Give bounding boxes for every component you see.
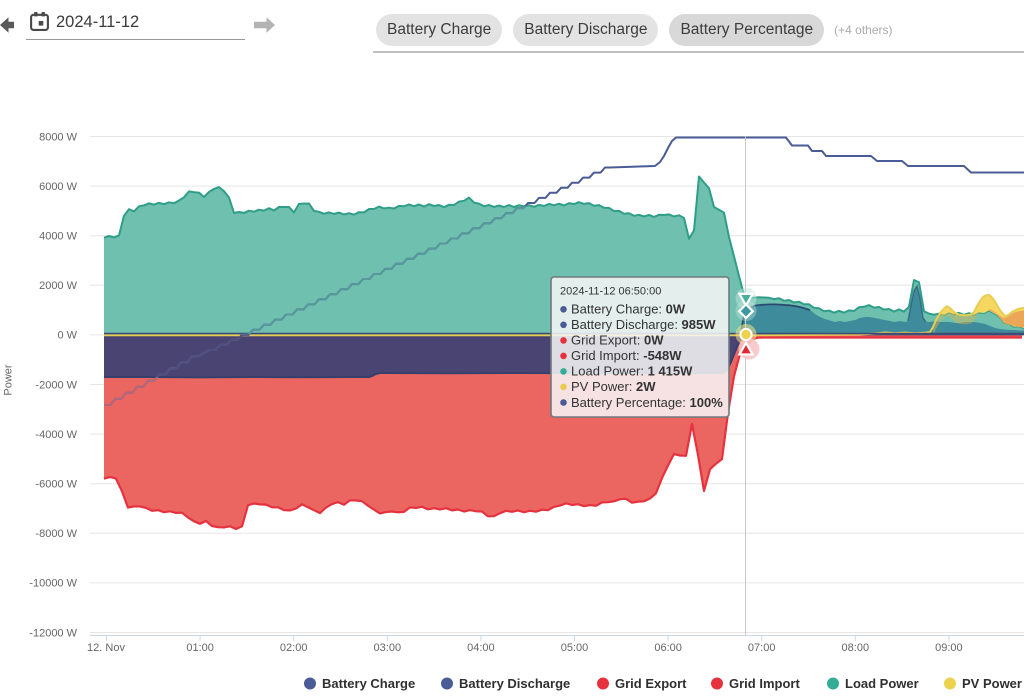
svg-text:-6000 W: -6000 W — [35, 479, 77, 491]
svg-text:02:00: 02:00 — [280, 642, 308, 654]
svg-text:Battery Percentage: 100%: Battery Percentage: 100% — [571, 395, 723, 410]
svg-text:12. Nov: 12. Nov — [87, 642, 125, 654]
svg-text:Load Power: 1 415W: Load Power: 1 415W — [571, 364, 693, 379]
svg-text:Grid Import: Grid Import — [729, 676, 800, 691]
svg-text:03:00: 03:00 — [374, 642, 402, 654]
svg-text:04:00: 04:00 — [467, 642, 495, 654]
svg-text:Load Power: Load Power — [845, 676, 919, 691]
svg-text:4000 W: 4000 W — [39, 231, 78, 243]
svg-text:-2000 W: -2000 W — [35, 379, 77, 391]
svg-text:06:00: 06:00 — [654, 642, 682, 654]
svg-text:8000 W: 8000 W — [39, 131, 78, 143]
svg-text:Grid Export: 0W: Grid Export: 0W — [571, 333, 664, 348]
svg-text:07:00: 07:00 — [748, 642, 776, 654]
svg-text:0 W: 0 W — [57, 330, 77, 342]
svg-text:2024-11-12 06:50:00: 2024-11-12 06:50:00 — [560, 286, 661, 298]
svg-text:Battery Discharge: Battery Discharge — [459, 676, 570, 691]
svg-text:-4000 W: -4000 W — [35, 429, 77, 441]
svg-text:09:00: 09:00 — [935, 642, 963, 654]
svg-text:Battery Charge: 0W: Battery Charge: 0W — [571, 302, 686, 317]
svg-text:-12000 W: -12000 W — [29, 627, 77, 639]
svg-text:PV Power: PV Power — [962, 676, 1022, 691]
svg-text:-10000 W: -10000 W — [29, 578, 77, 590]
svg-text:Power: Power — [3, 364, 15, 396]
svg-text:Grid Import: -548W: Grid Import: -548W — [571, 348, 682, 363]
svg-text:05:00: 05:00 — [561, 642, 589, 654]
svg-text:2000 W: 2000 W — [39, 280, 78, 292]
svg-text:Battery Discharge: 985W: Battery Discharge: 985W — [571, 317, 716, 332]
svg-text:01:00: 01:00 — [186, 642, 214, 654]
svg-text:-8000 W: -8000 W — [35, 528, 77, 540]
svg-text:08:00: 08:00 — [842, 642, 870, 654]
svg-text:Battery Charge: Battery Charge — [322, 676, 415, 691]
svg-text:Grid Export: Grid Export — [615, 676, 687, 691]
svg-text:6000 W: 6000 W — [39, 181, 78, 193]
svg-text:PV Power: 2W: PV Power: 2W — [571, 379, 656, 394]
